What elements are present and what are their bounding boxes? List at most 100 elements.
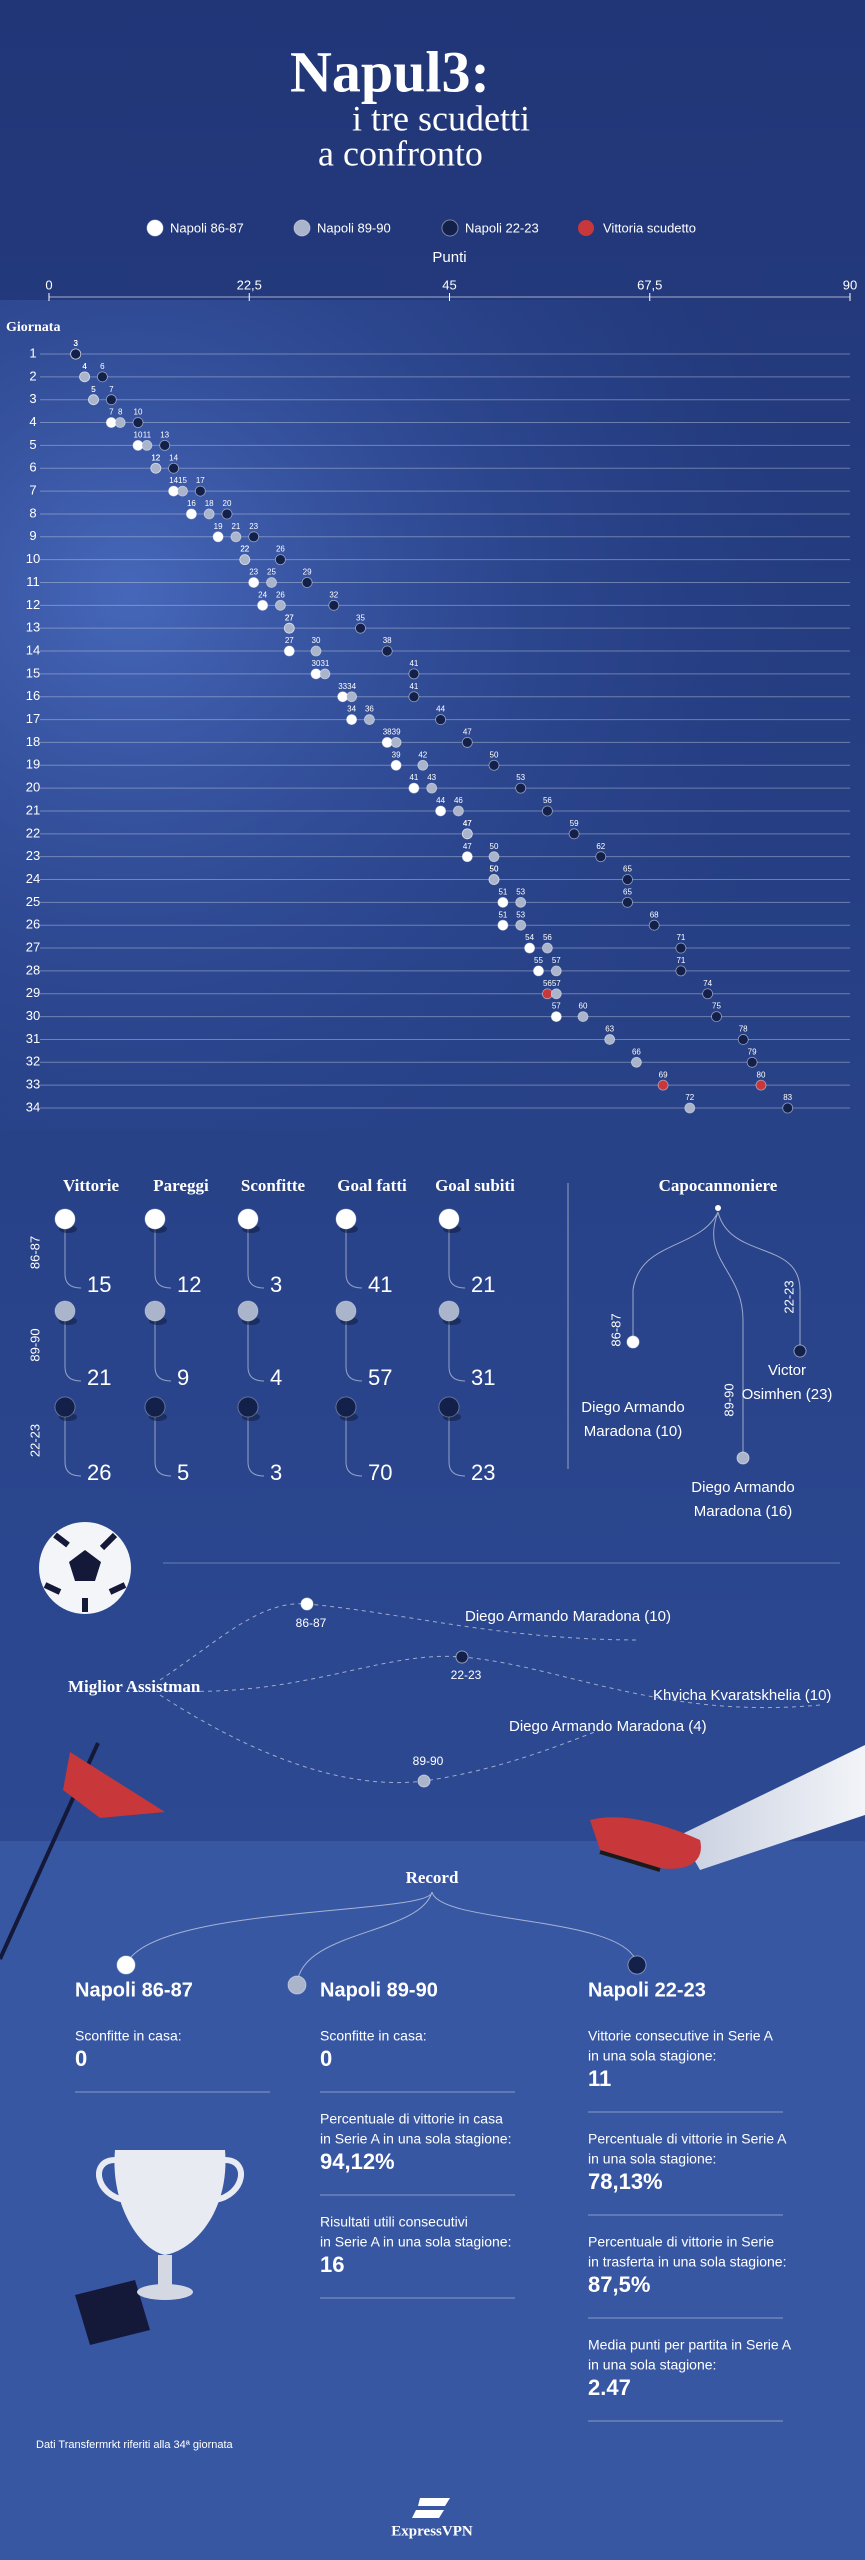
connector [448,1417,466,1477]
data-label: 27 [285,613,294,622]
data-label: 59 [570,819,579,828]
y-tick-label: 22 [26,825,40,840]
data-label: 50 [490,842,499,851]
data-dot [568,828,580,840]
data-label: 47 [463,819,472,828]
data-dot [266,577,277,588]
data-label: 57 [552,979,561,988]
data-label: 7 [109,385,114,394]
data-dot [97,371,108,383]
stat-value: 26 [87,1460,111,1485]
connector [154,1321,172,1382]
data-dot [515,896,527,908]
data-label: 38 [383,636,392,645]
data-label: 55 [534,956,543,965]
data-dot [461,828,473,840]
data-label: 16 [187,499,196,508]
assist-name: Diego Armando Maradona (4) [509,1718,707,1735]
data-label: 57 [552,1002,561,1011]
y-tick-label: 4 [29,414,36,429]
boot [590,1745,865,1872]
season-label: 86-87 [296,1616,327,1630]
data-label: 72 [685,1093,694,1102]
legend-swatch [578,220,594,236]
season-label: 22-23 [451,1668,482,1682]
data-dot [408,668,420,680]
stat-header: Sconfitte [241,1176,306,1195]
record-value: 0 [75,2046,87,2071]
connector [154,1229,172,1289]
data-dot [515,919,527,931]
connector [345,1417,363,1477]
team-name: Napoli 86-87 [75,1979,193,2001]
data-dot [737,1034,749,1045]
data-label: 71 [676,933,685,942]
connector [247,1417,265,1477]
data-label: 30 [312,636,321,645]
y-tick-label: 17 [26,711,40,726]
data-dot [328,599,340,611]
legend-swatch [293,219,311,237]
scorer-name: Diego Armando [691,1479,794,1496]
chart-glow [0,300,865,1130]
record-dot [287,1975,307,1995]
data-dot [114,417,126,428]
data-label: 25 [267,568,276,577]
y-tick-label: 27 [26,939,40,954]
data-dot [248,531,260,543]
data-dot [542,805,553,817]
stat-header: Vittorie [63,1176,119,1195]
stat-dot [237,1396,259,1418]
data-dot [515,782,527,794]
data-label: 21 [231,522,240,531]
record-label: Percentuale di vittorie in Serie [588,2234,774,2250]
chart-subtitle: a confronto [318,133,483,173]
data-label: 43 [427,773,436,782]
legend-swatch [146,219,164,237]
data-label: 50 [490,865,499,874]
stat-dot [144,1396,166,1418]
y-tick-label: 23 [26,848,40,863]
data-dot [577,1011,589,1023]
data-label: 80 [757,1070,766,1079]
data-dot [132,417,144,428]
data-dot [675,942,687,954]
data-dot [212,531,224,543]
record-dot [627,1955,647,1975]
data-label: 33 [338,682,347,691]
data-dot [675,965,687,977]
data-label: 32 [329,590,338,599]
data-label: 22 [240,545,249,554]
data-label: 56 [543,979,552,988]
data-label: 62 [596,842,605,851]
season-label: 22-23 [27,1424,42,1457]
stat-header: Goal fatti [337,1176,407,1195]
data-label: 51 [498,887,507,896]
data-label: 68 [650,910,659,919]
stat-header: Goal subiti [435,1176,515,1195]
y-tick-label: 31 [26,1031,40,1046]
record-label: Vittorie consecutive in Serie A [588,2028,774,2044]
data-label: 39 [392,728,401,737]
data-label: 47 [463,842,472,851]
data-dot [488,874,500,885]
connector [64,1321,82,1382]
data-label: 18 [205,499,214,508]
data-label: 31 [320,659,329,668]
data-dot [194,485,206,497]
scorer-name: Osimhen (23) [742,1386,833,1403]
record-label: in una sola stagione: [588,2357,716,2373]
record-value: 0 [320,2046,332,2071]
stat-dot [237,1208,259,1230]
data-dot [185,508,197,520]
y-tick-label: 20 [26,780,40,795]
season-label: 89-90 [413,1754,444,1768]
record-label: in Serie A in una sola stagione: [320,2131,511,2147]
y-tick-label: 21 [26,802,40,817]
data-label: 36 [365,705,374,714]
data-label: 53 [516,910,525,919]
scorer-name: Victor [768,1362,806,1379]
section-title: Miglior Assistman [68,1677,201,1696]
data-label: 34 [347,682,356,691]
stat-value: 41 [368,1272,392,1297]
